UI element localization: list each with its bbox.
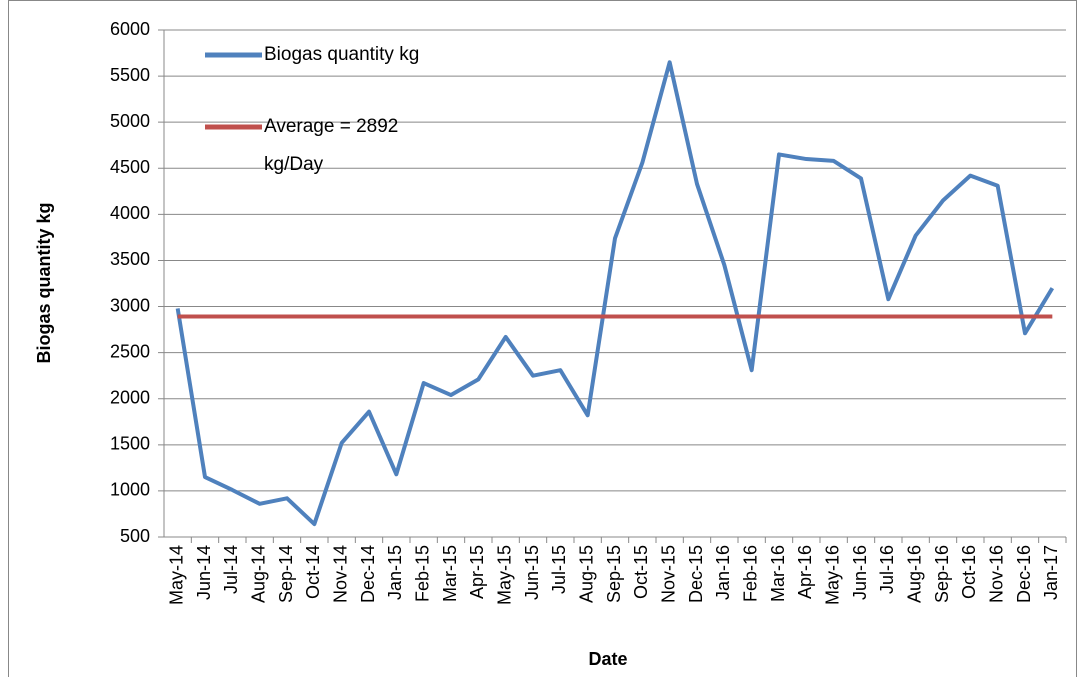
x-tick-label: Jun-16 <box>850 545 870 600</box>
y-axis-title: Biogas quantity kg <box>34 202 54 363</box>
y-tick-label: 2000 <box>110 387 150 407</box>
series-line <box>175 60 1055 527</box>
x-tick-label: Aug-15 <box>576 545 596 603</box>
x-tick-label: Jul-14 <box>221 545 241 594</box>
x-tick-label: Nov-15 <box>658 545 678 603</box>
x-tick-label: Jun-15 <box>522 545 542 600</box>
x-tick-label: Nov-14 <box>330 545 350 603</box>
x-tick-label: Sep-16 <box>932 545 952 603</box>
x-tick-label: Sep-14 <box>276 545 296 603</box>
legend-label: Biogas quantity kg <box>264 44 420 65</box>
y-tick-label: 6000 <box>110 19 150 39</box>
y-tick-label: 4500 <box>110 157 150 177</box>
x-tick-label: Oct-14 <box>303 545 323 599</box>
x-tick-label: Jan-16 <box>713 545 733 600</box>
x-tick-label: Feb-16 <box>740 545 760 602</box>
y-tick-label: 5000 <box>110 111 150 131</box>
y-tick-label: 2500 <box>110 341 150 361</box>
chart-border <box>8 0 1077 677</box>
y-tick-label: 500 <box>120 526 150 546</box>
x-tick-label: May-16 <box>822 545 842 605</box>
x-tick-label: Dec-14 <box>358 545 378 603</box>
y-tick-label: 1000 <box>110 480 150 500</box>
y-tick-label: 3000 <box>110 295 150 315</box>
x-tick-label: Nov-16 <box>986 545 1006 603</box>
x-tick-label: Feb-15 <box>412 545 432 602</box>
x-tick-label: Mar-16 <box>768 545 788 602</box>
y-tick-label: 3500 <box>110 249 150 269</box>
x-tick-label: Jan-17 <box>1041 545 1061 600</box>
x-tick-label: Apr-16 <box>795 545 815 599</box>
y-tick-label: 1500 <box>110 434 150 454</box>
x-tick-label: Apr-15 <box>467 545 487 599</box>
x-tick-label: Aug-14 <box>248 545 268 603</box>
x-tick-label: Jun-14 <box>194 545 214 600</box>
x-tick-label: Jul-16 <box>877 545 897 594</box>
x-tick-label: May-14 <box>166 545 186 605</box>
x-tick-label: Mar-15 <box>440 545 460 602</box>
x-tick-label: May-15 <box>494 545 514 605</box>
x-tick-label: Jul-15 <box>549 545 569 594</box>
x-tick-label: Sep-15 <box>604 545 624 603</box>
x-tick-label: Oct-16 <box>959 545 979 599</box>
x-tick-label: Oct-15 <box>631 545 651 599</box>
x-tick-label: Aug-16 <box>904 545 924 603</box>
x-tick-label: Jan-15 <box>385 545 405 600</box>
x-tick-label: Dec-15 <box>686 545 706 603</box>
x-tick-label: Dec-16 <box>1014 545 1034 603</box>
legend-label: Average = 2892 kg/Day <box>264 116 399 175</box>
x-axis-title: Date <box>588 649 627 669</box>
y-tick-label: 5500 <box>110 65 150 85</box>
y-tick-label: 4000 <box>110 203 150 223</box>
